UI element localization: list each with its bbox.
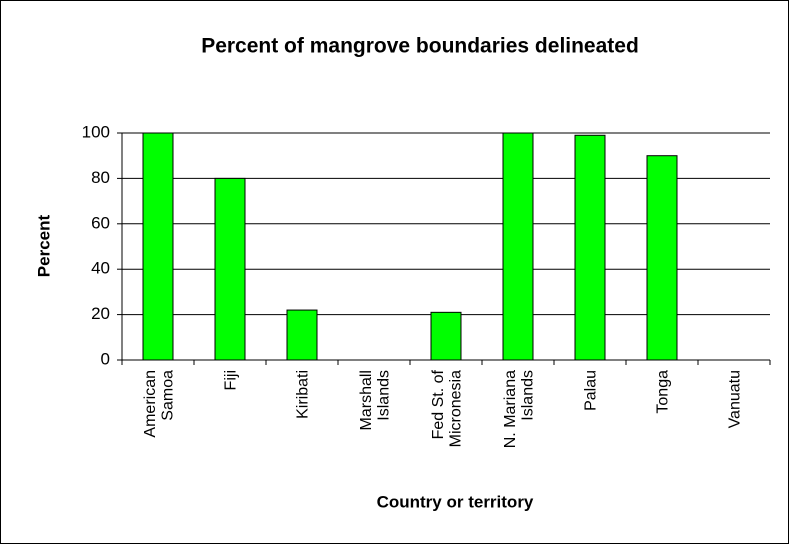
y-tick-label: 60: [91, 213, 110, 232]
y-tick-label: 40: [91, 259, 110, 278]
bar: [646, 155, 678, 361]
y-axis-title: Percent: [34, 214, 53, 277]
y-tick-label: 0: [101, 349, 110, 368]
y-tick-label: 80: [91, 168, 110, 187]
chart-title: Percent of mangrove boundaries delineate…: [201, 35, 639, 58]
x-tick-label: AmericanSamoa: [142, 370, 177, 438]
y-tick-label: 100: [82, 122, 110, 141]
x-tick-label: Fiji: [223, 370, 240, 390]
x-axis-title: Country or territory: [377, 492, 534, 511]
y-tick-label: 20: [91, 304, 110, 323]
x-tick-label: Kiribati: [295, 370, 312, 419]
bar: [286, 309, 318, 361]
bar: [502, 132, 534, 361]
bar: [142, 132, 174, 361]
bar: [430, 311, 462, 361]
bar: [574, 134, 606, 361]
x-tick-label: Fed St. ofMicronesia: [430, 369, 465, 447]
x-tick-label: Vanuatu: [727, 370, 744, 428]
bar: [214, 177, 246, 361]
x-tick-label: MarshallIslands: [358, 370, 393, 430]
x-tick-label: Tonga: [655, 370, 672, 414]
x-tick-label: Palau: [583, 370, 600, 411]
x-tick-label: N. MarianaIslands: [502, 370, 537, 448]
